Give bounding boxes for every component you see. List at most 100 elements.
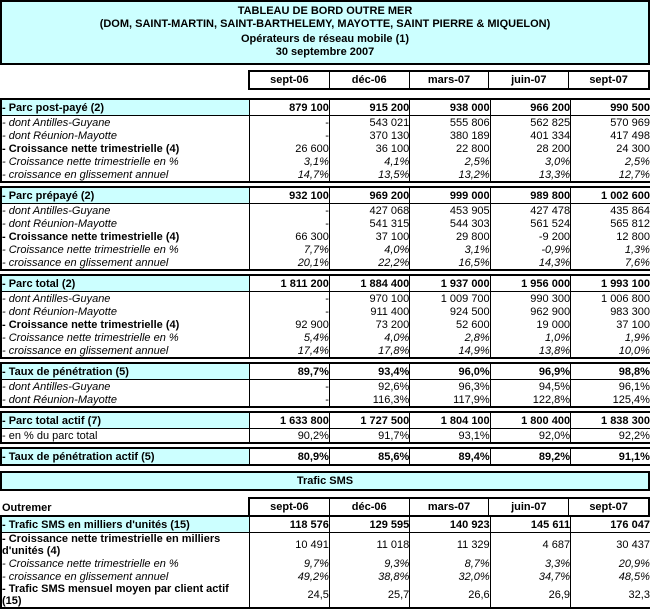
value-cell: 938 000: [409, 99, 491, 116]
data-table-taux-de-penetration: - Taux de pénétration (5) 89,7% 93,4% 96,0%…: [0, 362, 650, 408]
value-cell: 96,0%: [409, 363, 491, 380]
value-cell: 14,3%: [489, 256, 571, 270]
table-row: - Croissance nette trimestrielle en % 7,7…: [1, 243, 650, 256]
value-cell: 90,2%: [248, 428, 330, 443]
value-cell: 91,1%: [570, 448, 650, 466]
value-cell: 96,3%: [409, 379, 491, 393]
row-label: - dont Réunion-Mayotte: [2, 305, 117, 318]
value-cell: 370 130: [328, 129, 410, 142]
value-cell: 453 905: [409, 203, 491, 217]
value-cell: 541 315: [328, 217, 410, 230]
column-header: sept-07: [568, 72, 648, 88]
row-label: - dont Antilles-Guyane: [2, 116, 111, 129]
row-label: - Croissance nette trimestrielle en %: [2, 557, 179, 570]
value-cell: 17,8%: [328, 344, 410, 358]
value-cell: 924 500: [409, 305, 491, 318]
value-cell: 427 068: [328, 203, 410, 217]
value-cell: 1 633 800: [248, 412, 330, 429]
value-cell: 3,0%: [489, 155, 571, 168]
column-header: déc-06: [328, 72, 409, 88]
column-header: sept-06: [270, 74, 309, 86]
table-row: - dont Antilles-Guyane -92,6% 96,3% 94,5% 96…: [1, 379, 650, 393]
value-cell: 565 812: [570, 217, 650, 230]
value-cell: 7,7%: [248, 243, 330, 256]
row-label: - Croissance nette trimestrielle en %: [2, 331, 179, 344]
table-row: - Croissance nette trimestrielle (4) 26 6…: [1, 142, 650, 155]
report-subtitle-regions: (DOM, SAINT-MARTIN, SAINT-BARTHELEMY, MA…: [99, 18, 551, 30]
report-title: TABLEAU DE BORD OUTRE MER: [237, 5, 413, 17]
value-cell: 66 300: [248, 230, 330, 243]
value-cell: 49,2%: [248, 570, 330, 583]
table-row: - croissance en glissement annuel 49,2% 38…: [1, 570, 650, 583]
value-cell: 1 800 400: [489, 412, 571, 429]
row-label: - Croissance nette trimestrielle en %: [2, 243, 179, 256]
table-row: - Croissance nette trimestrielle en % 5,4…: [1, 331, 650, 344]
main-corner-spacer: [0, 70, 248, 90]
value-cell: 12,7%: [570, 168, 650, 182]
value-cell: 13,3%: [489, 168, 571, 182]
report-date: 30 septembre 2007: [275, 46, 375, 58]
value-cell: 118 576: [248, 516, 330, 533]
value-cell: 19 000: [489, 318, 571, 331]
value-cell: 4,1%: [328, 155, 410, 168]
value-cell: 2,5%: [570, 155, 650, 168]
value-cell: 1 006 800: [570, 291, 650, 305]
value-cell: 9,7%: [248, 557, 330, 570]
row-label: - dont Antilles-Guyane: [2, 380, 111, 393]
value-cell: 30 437: [570, 532, 650, 557]
value-cell: 966 200: [489, 99, 571, 116]
value-cell: 93,1%: [409, 428, 491, 443]
value-cell: 3,1%: [248, 155, 330, 168]
report-subtitle-operators: Opérateurs de réseau mobile (1): [240, 33, 410, 45]
value-cell: 1,0%: [489, 331, 571, 344]
data-table-parc-prepaye: - Parc prépayé (2) 932 100 969 200 999 000 9…: [0, 186, 650, 271]
column-header: mars-07: [408, 72, 489, 88]
value-cell: -: [248, 305, 330, 318]
table-row: - Croissance nette trimestrielle en % 3,1…: [1, 155, 650, 168]
table-row: - Trafic SMS mensuel moyen par client ac…: [1, 583, 650, 608]
sms-corner-label: Outremer: [2, 502, 52, 514]
value-cell: 36 100: [328, 142, 410, 155]
value-cell: 561 524: [489, 217, 571, 230]
row-label: - croissance en glissement annuel: [2, 256, 169, 269]
row-label: - Parc total (2): [1, 275, 249, 292]
value-cell: 990 500: [570, 99, 650, 116]
row-label: - Croissance nette trimestrielle (4): [2, 318, 180, 331]
value-cell: 28 200: [489, 142, 571, 155]
row-label: - Taux de pénétration actif (5): [1, 448, 249, 466]
row-label: - dont Réunion-Mayotte: [2, 129, 117, 142]
value-cell: 1,3%: [570, 243, 650, 256]
value-cell: 29 800: [409, 230, 491, 243]
table-row: - Croissance nette trimestrielle (4) 92 9…: [1, 318, 650, 331]
main-column-header-row: sept-06 déc-06 mars-07 juin-07 sept-07: [0, 70, 650, 90]
value-cell: 562 825: [489, 115, 571, 129]
value-cell: 129 595: [328, 516, 410, 533]
value-cell: 915 200: [328, 99, 410, 116]
value-cell: -0,9%: [489, 243, 571, 256]
value-cell: 96,9%: [489, 363, 571, 380]
value-cell: 8,7%: [409, 557, 491, 570]
report-title-box: TABLEAU DE BORD OUTRE MER (DOM, SAINT-MA…: [0, 0, 650, 65]
value-cell: 970 100: [328, 291, 410, 305]
row-label: - Parc total actif (7): [1, 412, 249, 429]
row-label: - Trafic SMS mensuel moyen par client ac…: [2, 583, 229, 607]
data-table-parc-total: - Parc total (2) 1 811 200 1 884 400 1 937 …: [0, 274, 650, 359]
value-cell: 52 600: [409, 318, 491, 331]
value-cell: 5,4%: [248, 331, 330, 344]
row-label: - croissance en glissement annuel: [2, 168, 169, 181]
data-table-parc-post-paye: - Parc post-payé (2) 879 100 915 200 938 00…: [0, 98, 650, 183]
row-label: - Croissance nette trimestrielle (4): [2, 142, 180, 155]
table-row: - Trafic SMS en milliers d'unités (15) 11…: [1, 516, 650, 533]
table-row: - croissance en glissement annuel 20,1% 22…: [1, 256, 650, 270]
table-row: - Parc total (2) 1 811 200 1 884 400 1 937 …: [1, 275, 650, 292]
value-cell: 32,3: [570, 583, 650, 608]
value-cell: 13,2%: [409, 168, 491, 182]
value-cell: 26,9: [489, 583, 571, 608]
value-cell: 48,5%: [570, 570, 650, 583]
value-cell: 1 009 700: [409, 291, 491, 305]
table-row: - Parc total actif (7) 1 633 800 1 727 500…: [1, 412, 650, 429]
table-row: - dont Antilles-Guyane -970 100 1 009 700 9…: [1, 291, 650, 305]
value-cell: 14,7%: [248, 168, 330, 182]
value-cell: 1 937 000: [409, 275, 491, 292]
row-label: - Croissance nette trimestrielle en mill…: [2, 533, 221, 557]
